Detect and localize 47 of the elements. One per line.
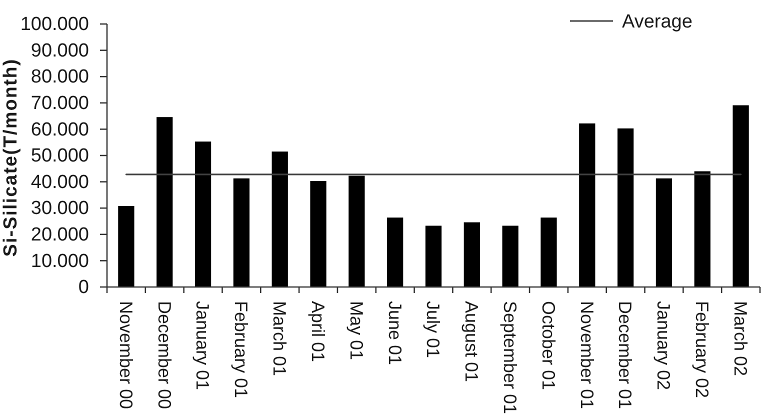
bar bbox=[233, 178, 250, 287]
bar bbox=[617, 128, 634, 287]
bar bbox=[310, 181, 326, 287]
bar bbox=[425, 226, 442, 287]
bar bbox=[387, 218, 404, 287]
y-tick-label: 30.000 bbox=[30, 198, 89, 220]
y-tick-label: 60.000 bbox=[30, 119, 89, 140]
x-tick-label: November 00 bbox=[116, 301, 136, 410]
y-tick-label: 50.000 bbox=[30, 146, 89, 167]
legend-label: Average bbox=[622, 12, 692, 33]
x-tick-label: August 01 bbox=[462, 301, 482, 382]
x-tick-label: May 01 bbox=[346, 301, 366, 360]
bar bbox=[464, 222, 480, 287]
bar bbox=[694, 171, 710, 287]
bar bbox=[540, 218, 557, 287]
y-tick-label: 40.000 bbox=[30, 172, 89, 193]
y-tick-label: 80.000 bbox=[30, 66, 89, 88]
bar bbox=[156, 117, 173, 287]
y-tick-label: 20.000 bbox=[30, 224, 89, 246]
bar bbox=[732, 105, 749, 287]
x-tick-label: January 01 bbox=[192, 301, 213, 390]
x-tick-label: September 01 bbox=[500, 301, 520, 414]
x-tick-label: October 01 bbox=[538, 301, 558, 390]
x-tick-label: March 02 bbox=[730, 301, 750, 376]
y-tick-label: 70.000 bbox=[30, 92, 89, 114]
bar bbox=[502, 226, 518, 287]
bar bbox=[194, 142, 212, 287]
x-tick-label: April 01 bbox=[308, 301, 328, 362]
x-tick-label: January 02 bbox=[654, 301, 674, 390]
x-tick-label: November 01 bbox=[576, 301, 597, 410]
x-tick-label: December 00 bbox=[154, 301, 174, 410]
y-tick-label: 100.000 bbox=[20, 14, 89, 36]
bar bbox=[272, 152, 288, 287]
bar bbox=[656, 178, 672, 287]
y-tick-label: 10.000 bbox=[30, 250, 89, 272]
bar bbox=[348, 176, 365, 287]
y-axis-title: Si-Silicate(T/month) bbox=[0, 58, 22, 257]
bar bbox=[118, 206, 134, 287]
bar bbox=[579, 123, 596, 287]
x-tick-label: February 02 bbox=[692, 301, 712, 398]
x-tick-label: December 01 bbox=[615, 301, 636, 410]
x-tick-label: February 01 bbox=[231, 301, 252, 398]
x-tick-label: June 01 bbox=[384, 301, 405, 366]
y-tick-label: 0 bbox=[78, 277, 89, 298]
x-tick-label: July 01 bbox=[423, 301, 444, 358]
x-tick-label: March 01 bbox=[270, 301, 290, 376]
y-tick-label: 90.000 bbox=[30, 40, 89, 62]
